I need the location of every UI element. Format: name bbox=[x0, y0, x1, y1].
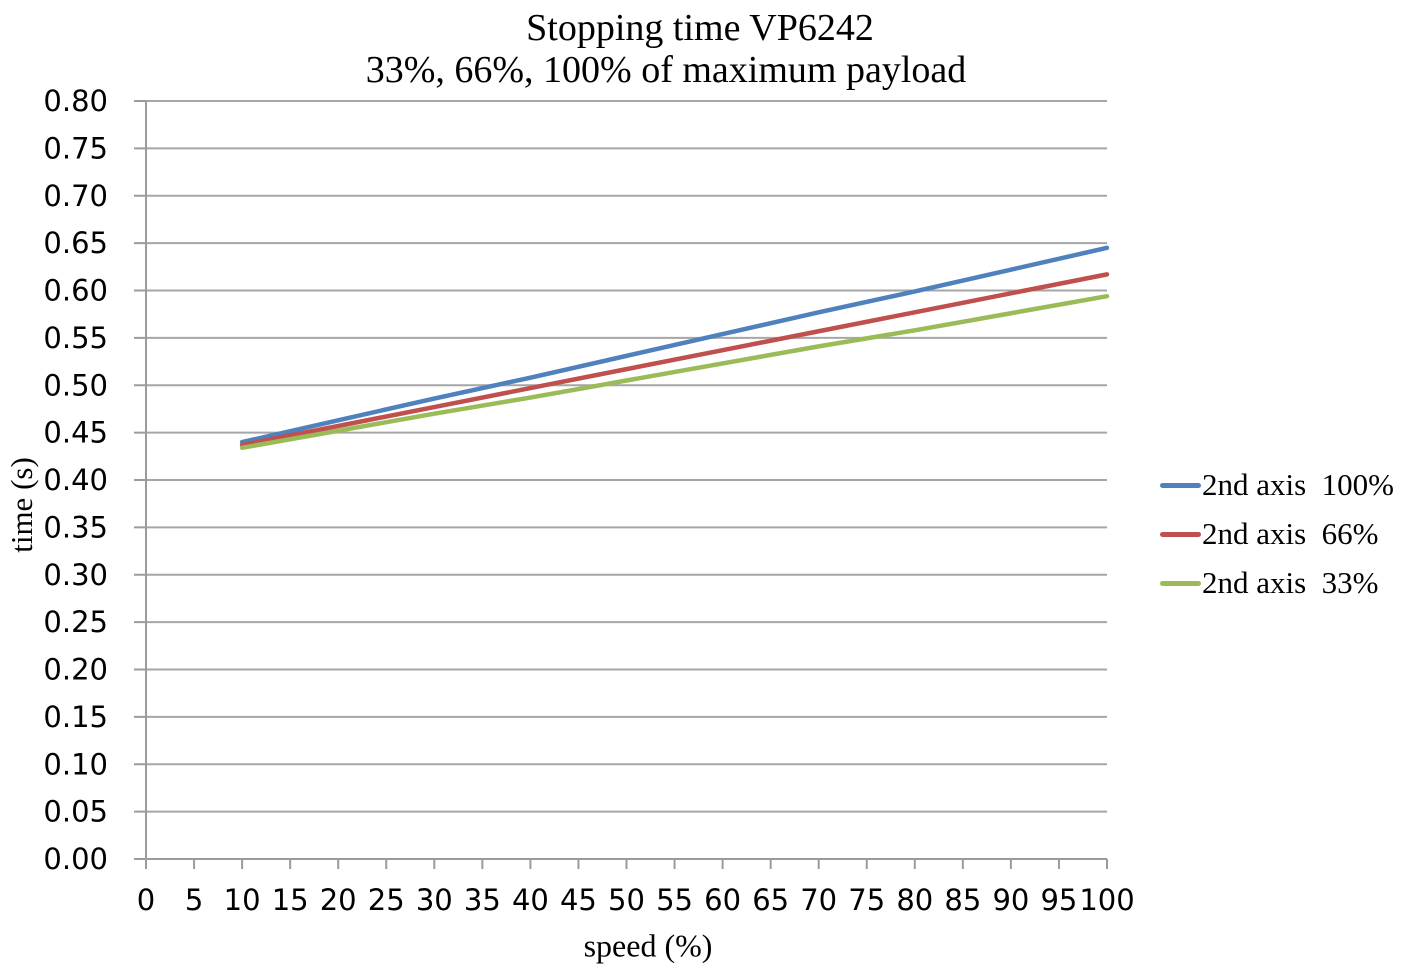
x-tick-label: 60 bbox=[704, 883, 741, 917]
y-tick-label: 0.05 bbox=[43, 795, 108, 829]
chart-subtitle: 33%, 66%, 100% of maximum payload bbox=[365, 49, 967, 91]
x-tick-label: 65 bbox=[752, 883, 789, 917]
series-line bbox=[239, 245, 1110, 445]
x-tick-label: 35 bbox=[464, 883, 501, 917]
y-tick-label: 0.45 bbox=[43, 416, 108, 450]
legend-label: 2nd axis 66% bbox=[1202, 516, 1379, 551]
x-tick-label: 30 bbox=[416, 883, 453, 917]
x-tick-label: 40 bbox=[512, 883, 549, 917]
y-tick-label: 0.70 bbox=[43, 179, 108, 213]
legend-label: 2nd axis 100% bbox=[1202, 467, 1395, 502]
y-tick-label: 0.35 bbox=[43, 510, 108, 544]
y-tick-label: 0.75 bbox=[43, 131, 108, 165]
series-line bbox=[239, 293, 1110, 451]
x-tick-label: 10 bbox=[224, 883, 261, 917]
x-tick-label: 15 bbox=[272, 883, 309, 917]
x-tick-label: 50 bbox=[608, 883, 645, 917]
y-tick-label: 0.60 bbox=[43, 274, 108, 308]
x-tick-label: 95 bbox=[1040, 883, 1077, 917]
x-tick-label: 70 bbox=[800, 883, 837, 917]
x-tick-label: 85 bbox=[944, 883, 981, 917]
legend-line-swatch-blue bbox=[1160, 482, 1201, 488]
y-tick-label: 0.40 bbox=[43, 463, 108, 497]
x-tick-label: 55 bbox=[656, 883, 693, 917]
x-tick-label: 5 bbox=[185, 883, 203, 917]
x-tick-label: 100 bbox=[1079, 883, 1134, 917]
legend-line-swatch-green bbox=[1160, 580, 1201, 586]
legend-label: 2nd axis 33% bbox=[1202, 565, 1379, 600]
chart-title: Stopping time VP6242 bbox=[526, 7, 874, 49]
x-axis-title: speed (%) bbox=[583, 927, 713, 964]
legend-item: 2nd axis 100% bbox=[1160, 467, 1395, 502]
y-tick-label: 0.50 bbox=[43, 368, 108, 402]
x-tick-label: 90 bbox=[992, 883, 1029, 917]
x-tick-label: 45 bbox=[560, 883, 597, 917]
y-tick-label: 0.25 bbox=[43, 605, 108, 639]
legend-line-swatch-red bbox=[1160, 531, 1201, 537]
y-tick-label: 0.80 bbox=[43, 84, 108, 118]
legend-item: 2nd axis 66% bbox=[1160, 516, 1394, 551]
y-tick-label: 0.30 bbox=[43, 558, 108, 592]
x-tick-label: 20 bbox=[320, 883, 357, 917]
legend-item: 2nd axis 33% bbox=[1160, 565, 1394, 600]
y-tick-label: 0.15 bbox=[43, 700, 108, 734]
y-tick-label: 0.00 bbox=[43, 842, 108, 876]
legend: 2nd axis 100% 2nd axis 66% 2nd axis 33% bbox=[1160, 467, 1395, 615]
y-tick-label: 0.10 bbox=[43, 747, 108, 781]
y-tick-label: 0.55 bbox=[43, 321, 108, 355]
x-tick-label: 0 bbox=[137, 883, 155, 917]
x-tick-label: 25 bbox=[368, 883, 405, 917]
x-tick-label: 75 bbox=[848, 883, 885, 917]
x-tick-label: 80 bbox=[896, 883, 933, 917]
y-tick-label: 0.20 bbox=[43, 653, 108, 687]
series-line bbox=[239, 272, 1110, 448]
y-tick-label: 0.65 bbox=[43, 226, 108, 260]
